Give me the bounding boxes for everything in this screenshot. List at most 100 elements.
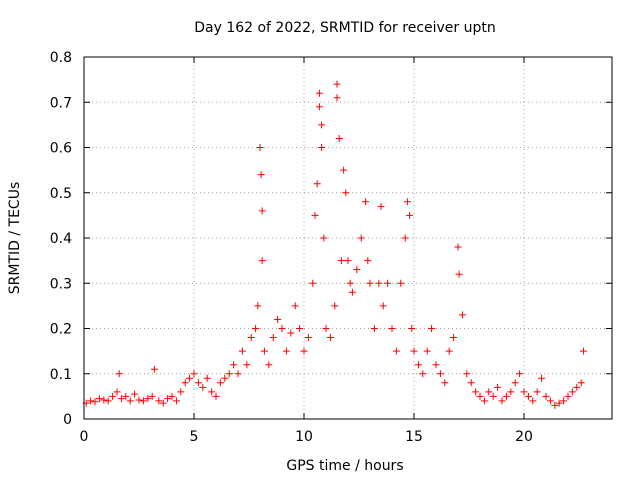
data-point bbox=[234, 370, 242, 378]
data-point bbox=[337, 257, 345, 265]
data-point bbox=[117, 395, 125, 403]
data-point bbox=[467, 379, 475, 387]
y-tick-label: 0.7 bbox=[50, 95, 72, 111]
data-point bbox=[287, 329, 295, 337]
data-point bbox=[392, 347, 400, 355]
data-point bbox=[335, 134, 343, 142]
data-point bbox=[243, 361, 251, 369]
data-point bbox=[309, 279, 317, 287]
data-point bbox=[533, 388, 541, 396]
data-point bbox=[507, 388, 515, 396]
x-tick-labels: 0 5 10 15 20 bbox=[80, 429, 533, 445]
y-tick-label: 0.2 bbox=[50, 322, 72, 338]
data-point bbox=[291, 302, 299, 310]
data-point bbox=[109, 392, 117, 400]
data-point bbox=[388, 325, 396, 332]
data-point bbox=[113, 388, 121, 396]
data-point bbox=[458, 311, 466, 319]
data-point bbox=[104, 397, 112, 405]
data-point bbox=[577, 379, 585, 387]
data-point bbox=[340, 166, 348, 174]
data-point bbox=[397, 279, 405, 287]
data-point bbox=[476, 392, 484, 400]
data-point bbox=[379, 302, 387, 310]
y-tick-label: 0.1 bbox=[50, 367, 72, 383]
data-point bbox=[551, 401, 559, 409]
data-point bbox=[366, 279, 374, 287]
data-point bbox=[258, 207, 266, 215]
data-point bbox=[230, 361, 238, 369]
data-point bbox=[346, 279, 354, 287]
data-point bbox=[150, 365, 158, 373]
data-point bbox=[432, 361, 440, 369]
data-point bbox=[502, 392, 510, 400]
data-point bbox=[91, 398, 99, 406]
data-point bbox=[564, 392, 572, 400]
data-point bbox=[256, 144, 264, 151]
data-point bbox=[579, 347, 587, 355]
data-point bbox=[326, 334, 334, 342]
data-point bbox=[144, 395, 152, 403]
data-point bbox=[546, 397, 554, 405]
data-point bbox=[282, 347, 290, 355]
data-point bbox=[414, 361, 422, 369]
data-point bbox=[139, 397, 147, 405]
data-point bbox=[408, 325, 416, 332]
data-point bbox=[542, 392, 550, 400]
data-point bbox=[194, 379, 202, 387]
data-point bbox=[304, 334, 312, 342]
data-point bbox=[573, 383, 581, 391]
data-point bbox=[342, 189, 350, 197]
data-point bbox=[485, 388, 493, 396]
data-point bbox=[315, 103, 323, 111]
data-point bbox=[560, 397, 568, 405]
data-point bbox=[364, 257, 372, 265]
data-point bbox=[370, 325, 378, 332]
data-point bbox=[115, 370, 123, 378]
data-point bbox=[168, 392, 176, 400]
data-point bbox=[322, 325, 330, 332]
data-point bbox=[480, 397, 488, 405]
data-point bbox=[520, 388, 528, 396]
data-point bbox=[428, 325, 436, 332]
y-tick-label: 0 bbox=[63, 412, 72, 428]
data-point bbox=[172, 397, 180, 405]
data-point bbox=[436, 370, 444, 378]
chart-title: Day 162 of 2022, SRMTID for receiver upt… bbox=[194, 20, 496, 36]
data-point bbox=[463, 370, 471, 378]
data-point bbox=[212, 392, 220, 400]
data-point bbox=[164, 395, 172, 403]
data-point bbox=[177, 388, 185, 396]
data-point bbox=[252, 325, 260, 332]
data-point bbox=[155, 397, 163, 405]
data-point bbox=[247, 334, 255, 342]
data-point bbox=[331, 302, 339, 310]
data-point bbox=[148, 392, 156, 400]
data-point bbox=[318, 121, 326, 129]
y-axis-label: SRMTID / TECUs bbox=[7, 182, 23, 295]
data-point bbox=[445, 347, 453, 355]
data-point bbox=[375, 279, 383, 287]
data-point bbox=[269, 334, 277, 342]
data-point bbox=[126, 397, 134, 405]
data-point bbox=[333, 94, 341, 102]
data-point bbox=[516, 370, 524, 378]
data-point bbox=[257, 171, 265, 179]
data-point bbox=[362, 198, 370, 206]
data-point bbox=[555, 399, 563, 407]
data-point bbox=[274, 315, 282, 323]
x-tick-label: 5 bbox=[190, 429, 199, 445]
x-tick-label: 15 bbox=[405, 429, 423, 445]
data-point bbox=[95, 395, 103, 403]
data-point bbox=[454, 243, 462, 251]
y-tick-label: 0.3 bbox=[50, 276, 72, 292]
data-point bbox=[203, 374, 211, 382]
data-point bbox=[216, 379, 224, 387]
data-point bbox=[538, 374, 546, 382]
data-point bbox=[529, 397, 537, 405]
data-point bbox=[333, 80, 341, 88]
data-point bbox=[87, 397, 95, 405]
data-point bbox=[353, 266, 361, 274]
data-point bbox=[494, 383, 502, 391]
